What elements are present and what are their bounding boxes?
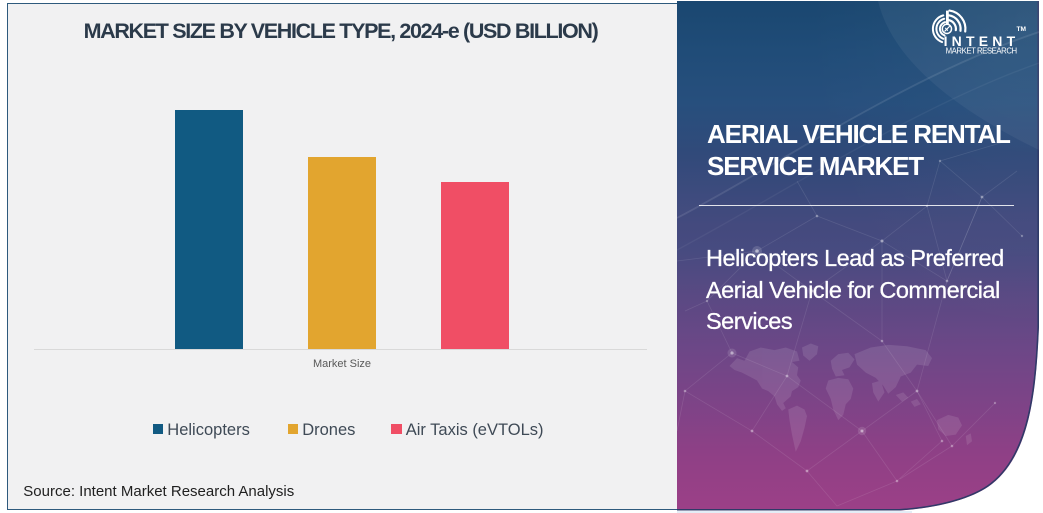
svg-text:MARKET RESEARCH: MARKET RESEARCH xyxy=(946,46,1017,55)
svg-text:INTENT: INTENT xyxy=(944,33,1020,49)
svg-text:TM: TM xyxy=(1017,26,1027,33)
